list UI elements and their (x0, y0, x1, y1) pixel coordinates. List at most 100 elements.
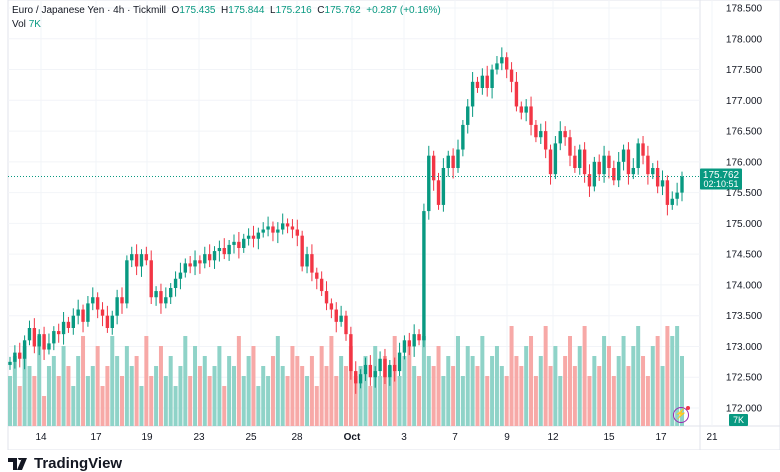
volume-bar (417, 376, 422, 426)
candle-body (61, 321, 66, 335)
volume-bar (421, 336, 426, 426)
volume-bar (563, 356, 568, 426)
volume-bar (158, 346, 163, 426)
candle-body (529, 106, 533, 125)
volume-bar (290, 346, 295, 426)
candle-body (56, 331, 61, 335)
volume-bar (227, 356, 232, 426)
volume-bar (431, 366, 436, 426)
candle-body (76, 309, 80, 316)
candle-body (660, 180, 665, 187)
candle-body (266, 226, 270, 230)
volume-bar (616, 356, 621, 426)
candle-body (300, 235, 304, 267)
volume-bar (363, 356, 368, 426)
lightning-icon[interactable]: ⚡ (673, 406, 690, 423)
candle-body (397, 352, 402, 372)
volume-bar (504, 376, 509, 426)
volume-bar (85, 376, 90, 426)
volume-bar (319, 346, 324, 426)
candle-body (417, 334, 421, 341)
volume-bar (582, 326, 587, 426)
open-value: 175.435 (179, 5, 216, 16)
volume-bar (222, 386, 227, 426)
volume-legend: Vol 7K (12, 19, 41, 30)
candle-body (125, 260, 129, 304)
candle-body (597, 161, 601, 175)
volume-bar (587, 376, 592, 426)
candle-body (626, 149, 631, 175)
volume-bar (207, 376, 212, 426)
candle-body (392, 364, 397, 372)
candle-body (543, 131, 548, 150)
volume-bar (212, 366, 217, 426)
candle-body (149, 260, 153, 298)
candle-body (115, 297, 119, 316)
candle-body (470, 81, 475, 107)
candle-body (602, 155, 606, 175)
candle-body (534, 124, 538, 138)
volume-bar (76, 356, 81, 426)
candle-body (168, 287, 173, 298)
volume-bar (134, 356, 139, 426)
candle-body (105, 315, 110, 328)
symbol-title[interactable]: Euro / Japanese Yen · 4h · Tickmill (12, 5, 166, 16)
candle-body (159, 291, 163, 304)
candle-body (354, 371, 358, 384)
price-tick-label: 173.500 (726, 311, 763, 322)
volume-bar (645, 376, 650, 426)
volume-bar (27, 366, 32, 426)
candle-body (631, 167, 636, 175)
volume-bar (568, 336, 572, 426)
volume-bar (402, 356, 407, 426)
date-tick-label: 21 (706, 432, 718, 443)
volume-bar (168, 356, 173, 426)
volume-bar (572, 366, 577, 426)
candle-body (47, 343, 51, 350)
volume-bar (12, 356, 17, 426)
volume-bar (56, 376, 61, 426)
volume-bar (446, 356, 451, 426)
candle-body (154, 291, 158, 298)
candle-body (349, 334, 353, 372)
candle-body (237, 241, 241, 248)
candle-body (290, 226, 295, 230)
candle-body (539, 131, 543, 138)
tradingview-logo-icon (8, 457, 27, 470)
price-chart[interactable]: 178.500 178.000 177.500 177.000 176.500 176.0… (0, 0, 780, 450)
date-tick-label: 3 (401, 432, 407, 443)
volume-bar (246, 356, 251, 426)
candle-body (319, 278, 324, 292)
tradingview-logo[interactable]: TradingView (8, 455, 122, 472)
volume-bar (426, 356, 431, 426)
candle-body (280, 223, 285, 230)
volume-bar (499, 366, 504, 426)
price-tick-label: 175.500 (726, 188, 763, 199)
candle-body (451, 155, 455, 168)
candle-body (52, 331, 56, 344)
candle-body (207, 254, 212, 261)
candle-body (402, 340, 407, 353)
volume-bar (81, 336, 86, 426)
candle-body (407, 340, 412, 347)
candle-body (621, 149, 626, 162)
volume-bar (460, 376, 465, 426)
candle-body (651, 167, 655, 175)
candle-body (378, 358, 382, 372)
volume-bar (149, 376, 154, 426)
last-price-tag (700, 168, 742, 190)
volume-bar (665, 326, 670, 426)
candle-body (81, 309, 85, 322)
volume-value: 7K (28, 19, 41, 30)
volume-bar (348, 346, 353, 426)
candle-body (587, 174, 592, 187)
volume-bar (514, 356, 519, 426)
bar-countdown: 02:10:51 (703, 179, 738, 189)
volume-bar (382, 356, 387, 426)
notification-dot (686, 406, 690, 410)
volume-bar (490, 356, 495, 426)
candle-body (8, 361, 12, 365)
volume-bar (309, 356, 314, 426)
candle-body (37, 334, 41, 347)
candle-body (22, 340, 27, 359)
